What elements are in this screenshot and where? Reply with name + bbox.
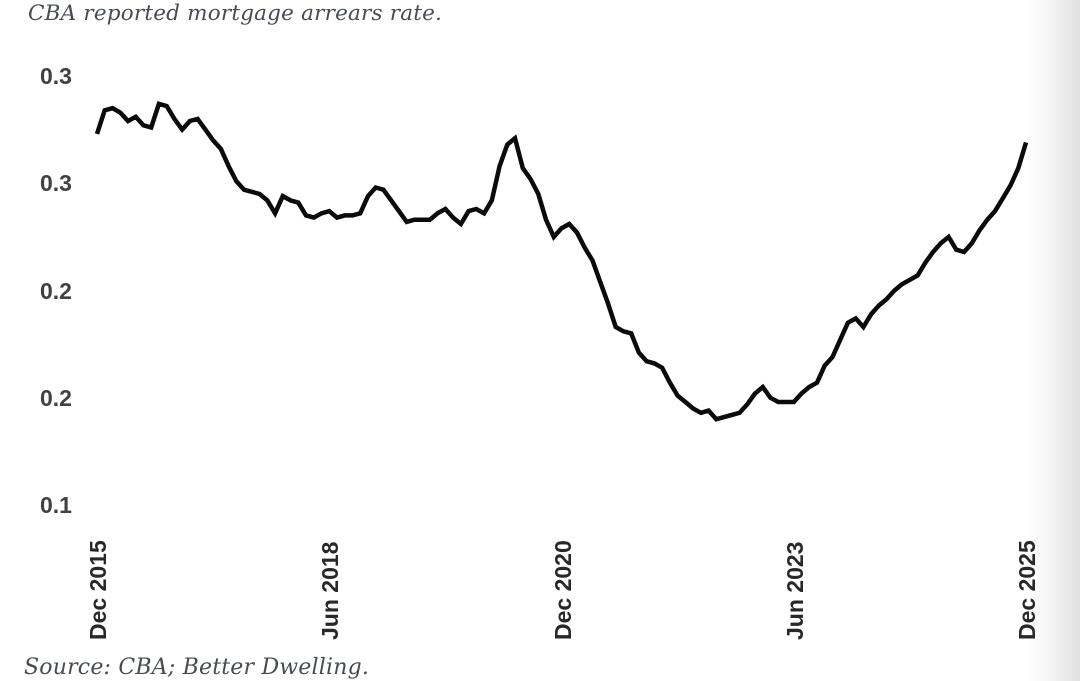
y-tick-label: 0.1 — [40, 492, 72, 518]
x-tick-label: Dec 2015 — [85, 540, 111, 640]
x-tick-label: Dec 2025 — [1014, 540, 1040, 640]
y-tick-label: 0.2 — [40, 384, 72, 411]
source-note: Source: CBA; Better Dwelling. — [24, 655, 370, 680]
x-tick-label: Jun 2018 — [317, 541, 344, 640]
x-tick-label: Jun 2023 — [781, 541, 808, 640]
chart-title: CBA reported mortgage arrears rate. — [28, 1, 443, 26]
y-tick-label: 0.3 — [40, 63, 72, 89]
arrears-line-series — [94, 101, 1029, 422]
y-tick-label: 0.2 — [40, 277, 72, 304]
y-tick-label: 0.3 — [40, 170, 72, 197]
x-tick-label: Dec 2020 — [549, 540, 576, 640]
